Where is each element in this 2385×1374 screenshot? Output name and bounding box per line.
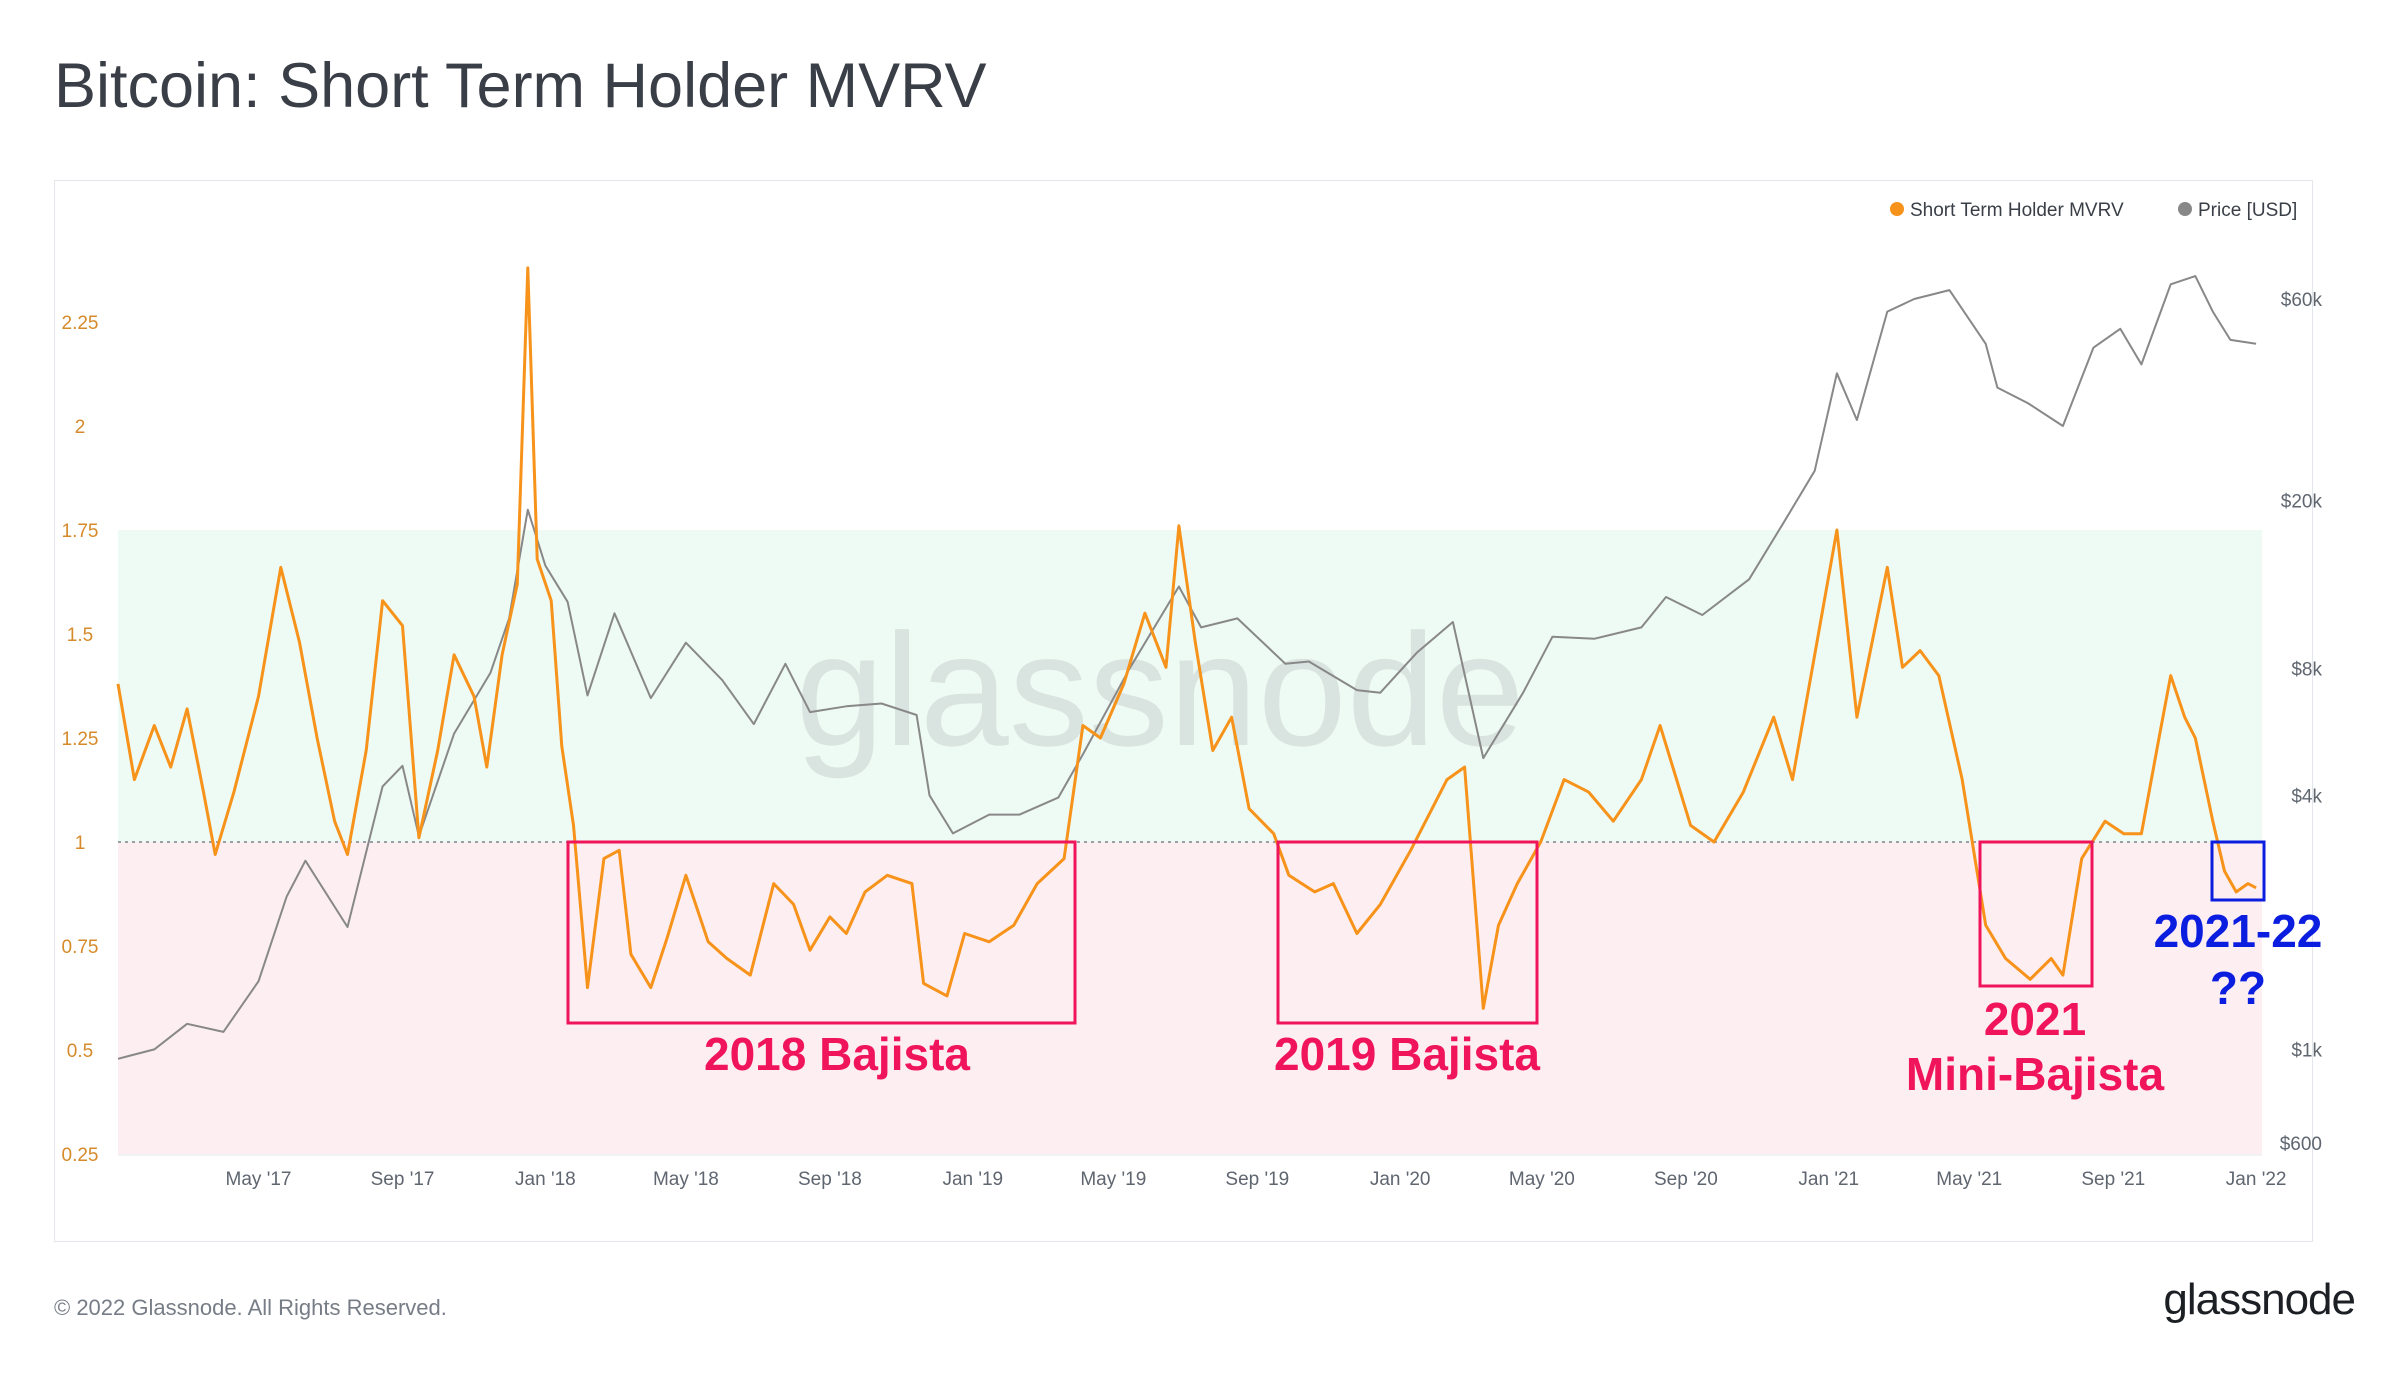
x-tick-label: May '18 — [653, 1169, 719, 1190]
x-tick-label: May '20 — [1509, 1169, 1575, 1190]
y-left-tick-label: 0.25 — [62, 1145, 99, 1166]
y-left-tick-label: 1 — [75, 833, 86, 854]
mvrv-series — [116, 266, 2257, 1010]
y-right-tick-label: $4k — [2291, 786, 2322, 807]
y-right-tick-label: $8k — [2291, 659, 2322, 680]
y-left-tick-label: 1.5 — [67, 625, 93, 646]
box-2019 — [1276, 840, 1539, 1025]
label-2021-line1: 2021 — [1984, 993, 2086, 1045]
price-series — [117, 275, 2257, 1060]
chart-frame — [54, 180, 2313, 1242]
page-title: Bitcoin: Short Term Holder MVRV — [54, 51, 987, 121]
x-tick-label: Sep '21 — [2081, 1169, 2145, 1190]
zone-below-one — [118, 842, 2262, 1154]
x-tick-label: May '17 — [226, 1169, 292, 1190]
y-axis-left: 2.25 2 1.75 1.5 1.25 1 0.75 0.5 0.25 — [62, 313, 99, 1166]
price-line — [117, 275, 2257, 1060]
y-left-tick-label: 1.75 — [62, 521, 99, 542]
x-tick-label: Sep '20 — [1654, 1169, 1718, 1190]
zones — [118, 530, 2262, 1154]
x-tick-label: Jan '21 — [1798, 1169, 1859, 1190]
x-axis: May '17 Sep '17 Jan '18 May '18 Sep '18 Jan '… — [226, 1169, 2287, 1190]
box-2021 — [1978, 840, 2094, 988]
y-left-tick-label: 0.5 — [67, 1041, 93, 1062]
label-2021-22-line2: ?? — [2210, 962, 2266, 1014]
x-tick-label: Jan '19 — [942, 1169, 1003, 1190]
legend-price-label: Price [USD] — [2198, 200, 2297, 221]
mvrv-line — [116, 266, 2257, 1010]
y-axis-right: $60k $20k $8k $4k $1k $600 — [2280, 290, 2323, 1155]
y-gridlines — [118, 841, 2262, 1156]
legend: Short Term Holder MVRV Price [USD] — [1890, 200, 2297, 221]
legend-mvrv-marker — [1890, 202, 1904, 216]
y-right-tick-label: $20k — [2281, 491, 2323, 512]
footer-logo: glassnode — [2163, 1275, 2356, 1324]
x-tick-label: Jan '20 — [1370, 1169, 1431, 1190]
y-left-tick-label: 2.25 — [62, 313, 99, 334]
y-right-tick-label: $1k — [2291, 1040, 2322, 1061]
watermark: glassnode — [795, 600, 1524, 779]
y-right-tick-label: $600 — [2280, 1134, 2322, 1155]
y-right-tick-label: $60k — [2281, 290, 2323, 311]
zone-above-one — [118, 530, 2262, 842]
legend-price-marker — [2178, 202, 2192, 216]
x-tick-label: Sep '19 — [1225, 1169, 1289, 1190]
y-left-tick-label: 2 — [75, 417, 86, 438]
annotations: 2018 Bajista 2019 Bajista 2021 Mini-Baji… — [566, 840, 2323, 1100]
y-left-tick-label: 0.75 — [62, 937, 99, 958]
legend-mvrv-label: Short Term Holder MVRV — [1910, 200, 2124, 221]
label-2019: 2019 Bajista — [1274, 1028, 1540, 1080]
label-2018: 2018 Bajista — [704, 1028, 970, 1080]
footer-copyright: © 2022 Glassnode. All Rights Reserved. — [54, 1295, 447, 1320]
x-tick-label: Sep '17 — [371, 1169, 435, 1190]
x-tick-label: May '21 — [1936, 1169, 2002, 1190]
label-2021-line2: Mini-Bajista — [1906, 1048, 2165, 1100]
x-tick-label: Sep '18 — [798, 1169, 862, 1190]
box-2021-22 — [2210, 840, 2266, 902]
x-tick-label: Jan '22 — [2226, 1169, 2287, 1190]
x-tick-label: Jan '18 — [515, 1169, 576, 1190]
x-tick-label: May '19 — [1080, 1169, 1146, 1190]
y-left-tick-label: 1.25 — [62, 729, 99, 750]
box-2018 — [566, 840, 1077, 1025]
label-2021-22-line1: 2021-22 — [2154, 905, 2323, 957]
